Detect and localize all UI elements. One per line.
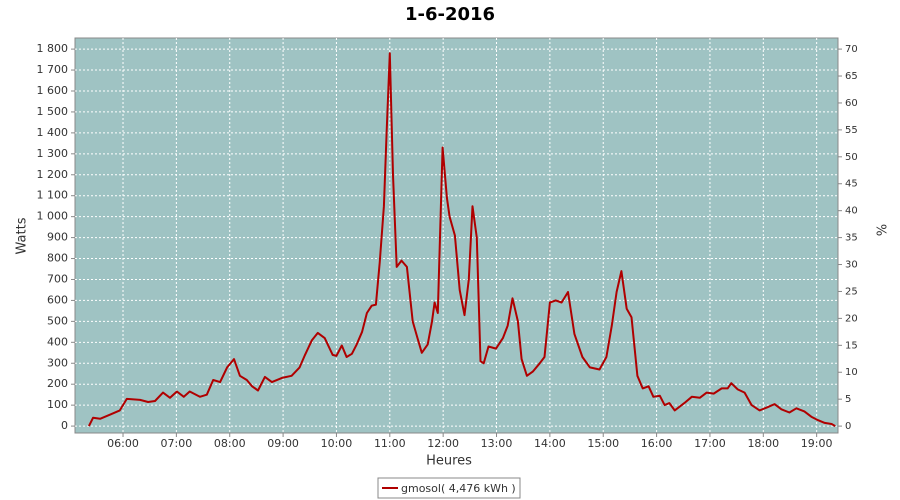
y2-tick-label: 40	[845, 206, 858, 217]
y-tick-label: 1 800	[37, 42, 69, 55]
y2-tick-label: 70	[845, 44, 858, 55]
y-tick-label: 700	[47, 272, 68, 285]
y-tick-label: 100	[47, 398, 68, 411]
y2-tick-label: 55	[845, 125, 858, 136]
y-tick-label: 600	[47, 293, 68, 306]
x-tick-label: 08:00	[214, 437, 246, 450]
y-tick-label: 200	[47, 377, 68, 390]
y-tick-label: 500	[47, 314, 68, 327]
x-tick-label: 14:00	[534, 437, 566, 450]
series-line	[88, 52, 836, 427]
x-tick-label: 10:00	[321, 437, 353, 450]
y-tick-label: 1 600	[37, 84, 69, 97]
y2-tick-label: 50	[845, 152, 858, 163]
y-tick-label: 1 700	[37, 63, 69, 76]
y2-tick-label: 45	[845, 179, 858, 190]
y2-tick-label: 0	[845, 421, 851, 432]
x-tick-label: 15:00	[587, 437, 619, 450]
plot-area	[74, 37, 839, 434]
y2-tick-label: 25	[845, 286, 858, 297]
y2-tick-label: 30	[845, 260, 858, 271]
x-tick-label: 11:00	[374, 437, 406, 450]
x-tick-label: 13:00	[481, 437, 513, 450]
y-tick-label: 1 500	[37, 105, 69, 118]
y2-tick-label: 10	[845, 367, 858, 378]
legend-label: gmosol( 4,476 kWh )	[401, 482, 516, 495]
x-tick-label: 09:00	[267, 437, 299, 450]
chart-title: 1-6-2016	[405, 4, 495, 25]
y-tick-label: 400	[47, 335, 68, 348]
y-tick-label: 1 100	[37, 189, 69, 202]
y-tick-label: 1 000	[37, 210, 69, 223]
y-axis-label: Watts	[15, 217, 30, 254]
y-tick-label: 1 300	[37, 147, 69, 160]
y-tick-label: 1 200	[37, 168, 69, 181]
x-tick-label: 18:00	[747, 437, 779, 450]
y2-tick-label: 20	[845, 313, 858, 324]
y-tick-label: 1 400	[37, 126, 69, 139]
y2-tick-label: 15	[845, 340, 858, 351]
x-tick-label: 12:00	[427, 437, 459, 450]
legend-box	[377, 477, 521, 499]
x-tick-label: 16:00	[641, 437, 673, 450]
y2-axis-label: %	[873, 224, 888, 236]
y-tick-label: 300	[47, 356, 68, 369]
y-tick-label: 900	[47, 231, 68, 244]
x-tick-label: 06:00	[107, 437, 139, 450]
y2-tick-label: 60	[845, 98, 858, 109]
x-axis-label: Heures	[426, 454, 472, 469]
x-tick-label: 17:00	[694, 437, 726, 450]
x-tick-label: 07:00	[161, 437, 193, 450]
y-tick-label: 0	[61, 419, 68, 432]
x-tick-label: 19:00	[801, 437, 833, 450]
y2-tick-label: 65	[845, 71, 858, 82]
y-tick-label: 800	[47, 252, 68, 265]
y2-tick-label: 35	[845, 233, 858, 244]
y2-tick-label: 5	[845, 394, 851, 405]
